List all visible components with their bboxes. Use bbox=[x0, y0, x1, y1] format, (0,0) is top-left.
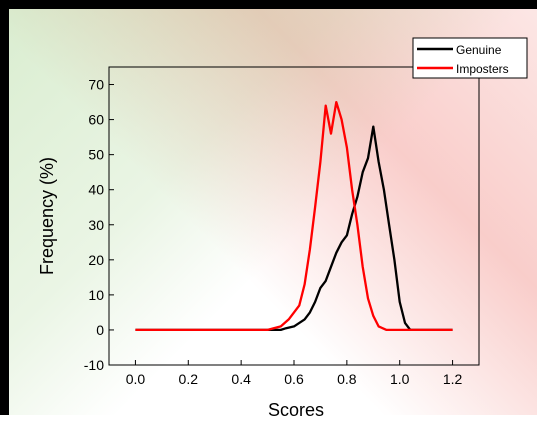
y-tick-label: 20 bbox=[88, 252, 104, 268]
x-tick-labels: 0.0 0.2 0.4 0.6 0.8 1.0 1.2 bbox=[126, 371, 463, 387]
x-tick-label: 0.4 bbox=[231, 371, 251, 387]
x-tick-label: 1.0 bbox=[390, 371, 410, 387]
line-chart: 0.0 0.2 0.4 0.6 0.8 1.0 1.2 -10 0 10 20 30 40 50 60 70… bbox=[37, 37, 528, 420]
series-lines bbox=[135, 100, 453, 332]
y-tick-label: 30 bbox=[88, 217, 104, 233]
y-tick-label: 10 bbox=[88, 287, 104, 303]
series-line-genuine bbox=[135, 125, 453, 332]
y-tick-label: -10 bbox=[84, 357, 104, 373]
y-tick-label: 70 bbox=[88, 77, 104, 93]
legend-label-imposters: Imposters bbox=[456, 62, 509, 76]
y-axis-label: Frequency (%) bbox=[37, 157, 57, 275]
legend-label-genuine: Genuine bbox=[456, 43, 502, 57]
x-tick-label: 0.6 bbox=[284, 371, 304, 387]
x-axis-label: Scores bbox=[268, 400, 324, 420]
x-tick-label: 0.2 bbox=[179, 371, 199, 387]
series-line-imposters bbox=[135, 100, 453, 332]
legend: Genuine Imposters bbox=[412, 37, 528, 79]
tick-marks bbox=[109, 84, 454, 366]
y-tick-label: 50 bbox=[88, 147, 104, 163]
plot-area bbox=[108, 66, 480, 366]
y-tick-label: 40 bbox=[88, 182, 104, 198]
x-tick-label: 0.0 bbox=[126, 371, 146, 387]
x-tick-label: 1.2 bbox=[443, 371, 463, 387]
x-tick-label: 0.8 bbox=[337, 371, 357, 387]
y-tick-label: 0 bbox=[96, 322, 104, 338]
legend-box bbox=[412, 37, 528, 79]
y-tick-label: 60 bbox=[88, 112, 104, 128]
y-tick-labels: -10 0 10 20 30 40 50 60 70 bbox=[84, 77, 104, 373]
